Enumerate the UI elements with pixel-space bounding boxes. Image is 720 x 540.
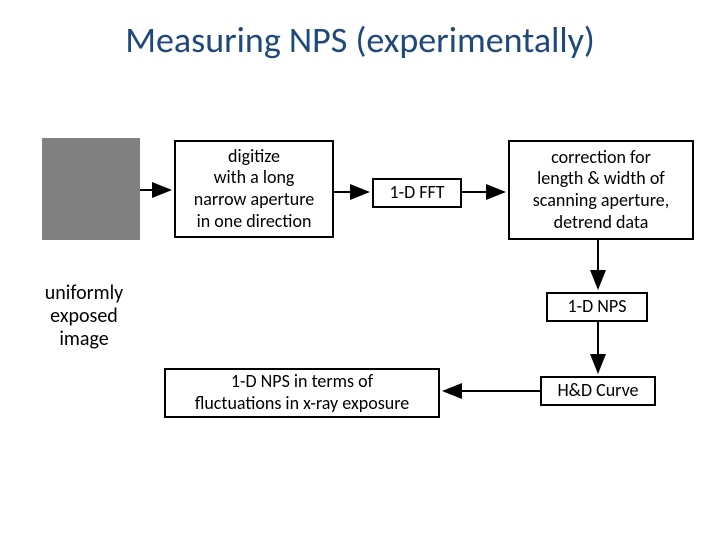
node-final-nps: 1-D NPS in terms offluctuations in x-ray… [164,368,440,418]
uniform-image-sample [42,138,140,240]
node-fft: 1-D FFT [372,178,462,208]
node-final-text: 1-D NPS in terms offluctuations in x-ray… [195,371,409,414]
uniform-label-line2: exposed [50,304,118,328]
node-fft-text: 1-D FFT [389,182,444,204]
node-digitize-text: digitizewith a longnarrow aperturein one… [194,146,315,232]
node-correction-text: correction forlength & width ofscanning … [533,147,669,233]
node-hd-curve: H&D Curve [540,376,656,406]
flow-arrows [0,0,720,540]
uniform-image-label: uniformly exposed image [24,282,144,351]
node-hd-text: H&D Curve [557,380,638,402]
uniform-label-line3: image [59,327,108,351]
node-correction: correction forlength & width ofscanning … [508,140,694,240]
node-digitize: digitizewith a longnarrow aperturein one… [174,140,334,238]
node-nps1d-text: 1-D NPS [568,296,627,318]
node-nps1d: 1-D NPS [546,292,648,322]
uniform-label-line1: uniformly [45,281,123,305]
page-title: Measuring NPS (experimentally) [0,18,720,62]
